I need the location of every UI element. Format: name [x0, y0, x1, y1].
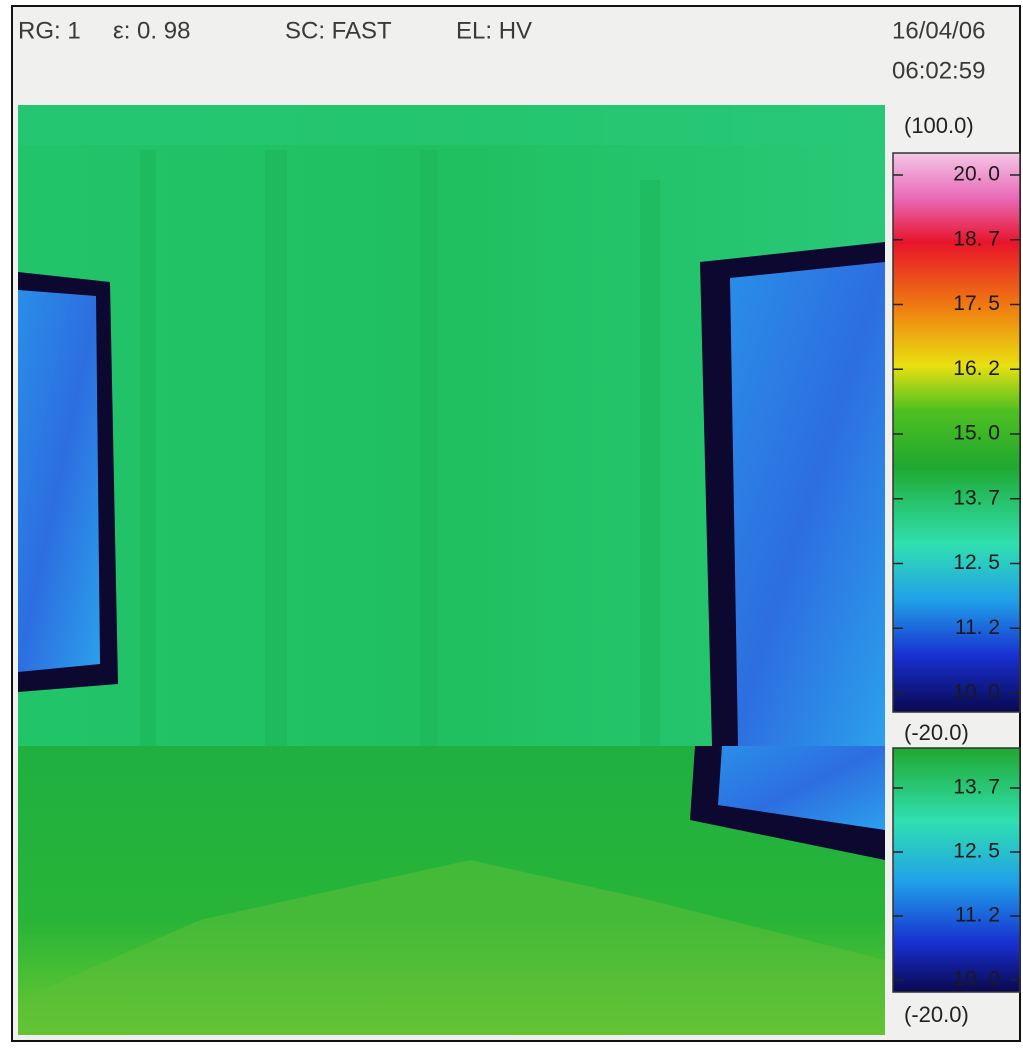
scale-min: (-20.0) [904, 1002, 969, 1027]
scale-label: 13. 7 [953, 776, 1000, 799]
scale-label: 13. 7 [953, 486, 1000, 509]
scale-label: 10. 0 [953, 968, 1000, 991]
range: RG: 1 [18, 17, 81, 44]
curtain-fold [140, 150, 156, 746]
emissivity: ε: 0. 98 [113, 17, 190, 44]
scale-label: 11. 2 [955, 904, 1000, 927]
date: 16/04/06 [892, 17, 985, 44]
scale-label: 12. 5 [953, 551, 1000, 574]
scale-label: 11. 2 [955, 616, 1000, 639]
scale-label: 18. 7 [953, 227, 1000, 250]
element: EL: HV [456, 17, 532, 44]
curtain-fold [640, 180, 660, 746]
curtain-fold [420, 150, 438, 746]
scan-mode: SC: FAST [285, 17, 392, 44]
window-glass [18, 290, 100, 672]
time: 06:02:59 [892, 57, 985, 84]
scale-label: 16. 2 [953, 357, 1000, 380]
scale-label: 10. 0 [953, 681, 1000, 704]
scale-label: 15. 0 [953, 422, 1000, 445]
scale-label: 12. 5 [953, 840, 1000, 863]
thermal-image [18, 105, 885, 1035]
thermal-screen: RG: 1 ε: 0. 98 SC: FAST EL: HV 16/04/06 … [0, 0, 1023, 1047]
scale-label: 17. 5 [953, 292, 1000, 315]
window-glass [730, 262, 885, 746]
scale-label: 20. 0 [953, 163, 1000, 186]
ceiling [18, 105, 885, 145]
curtain-fold [265, 150, 287, 746]
scale-max: (100.0) [904, 113, 974, 138]
scale-min: (-20.0) [904, 720, 969, 745]
